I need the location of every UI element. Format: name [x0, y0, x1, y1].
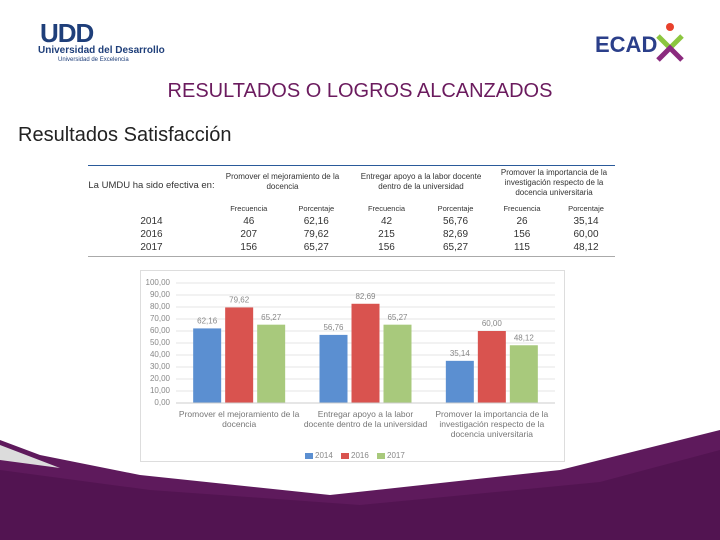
y-tick-label: 40,00	[150, 350, 171, 359]
table-group-header: Promover la importancia de la investigac…	[500, 168, 608, 197]
legend-swatch	[341, 453, 349, 459]
table-subheader: Porcentaje	[298, 204, 335, 213]
y-tick-label: 50,00	[150, 338, 171, 347]
y-tick-label: 70,00	[150, 314, 171, 323]
table-subheader: Frecuencia	[367, 204, 406, 213]
y-tick-label: 80,00	[150, 302, 171, 311]
table-cell: 60,00	[573, 229, 599, 240]
table-cell: 156	[240, 242, 258, 253]
x-tick-label: Promover la importancia de la investigac…	[435, 409, 549, 439]
logo-icon	[656, 23, 684, 62]
logo-left-name: Universidad del Desarrollo	[38, 45, 165, 56]
y-tick-label: 30,00	[150, 362, 171, 371]
table-subheader: Frecuencia	[230, 204, 268, 213]
data-label: 35,14	[450, 349, 471, 358]
legend-label: 2017	[387, 451, 405, 460]
x-tick-label: Promover el mejoramiento de la docencia	[178, 409, 300, 429]
table-cell: 62,16	[303, 216, 329, 227]
table-cell: 207	[240, 229, 258, 240]
table-subheader: Frecuencia	[503, 204, 541, 213]
data-label: 65,27	[387, 313, 408, 322]
logo-left-tagline: Universidad de Excelencia	[58, 57, 129, 63]
table-group-header: Promover el mejoramiento de la docencia	[225, 172, 340, 191]
title: RESULTADOS O LOGROS ALCANZADOS	[167, 80, 553, 102]
legend-swatch	[305, 453, 313, 459]
bar	[445, 360, 474, 403]
bar	[351, 303, 380, 403]
y-tick-label: 100,00	[146, 278, 171, 287]
legend-swatch	[377, 453, 385, 459]
table-cell: 156	[513, 229, 531, 240]
data-label: 48,12	[514, 333, 535, 342]
subtitle: Resultados Satisfacción	[18, 124, 232, 146]
table-group-header: Entregar apoyo a la labor docente dentro…	[360, 172, 482, 191]
bar	[225, 307, 254, 403]
table-cell: 42	[380, 216, 393, 227]
y-tick-label: 60,00	[150, 326, 171, 335]
table-cell: 2014	[140, 216, 163, 227]
table-cell: 2016	[140, 229, 163, 240]
table-cell: 215	[378, 229, 395, 240]
table-cell: 156	[378, 242, 395, 253]
table-cell: 115	[514, 242, 530, 253]
table-cell: 79,62	[303, 229, 329, 240]
data-label: 65,27	[261, 313, 282, 322]
y-tick-label: 0,00	[154, 398, 170, 407]
logo-right: ECAD	[595, 32, 658, 57]
data-label: 60,00	[482, 319, 503, 328]
bar	[193, 328, 222, 403]
y-tick-label: 10,00	[150, 386, 171, 395]
table-cell: 48,12	[573, 242, 599, 253]
table-cell: 56,76	[442, 216, 469, 227]
data-label: 62,16	[197, 317, 218, 326]
table-cell: 26	[516, 216, 528, 227]
bar	[257, 324, 286, 403]
table-subheader: Porcentaje	[568, 204, 604, 213]
table-bottom-rule	[88, 256, 615, 257]
table-cell: 35,14	[573, 216, 599, 227]
table-cell: 65,27	[303, 242, 329, 253]
data-label: 56,76	[323, 323, 344, 332]
chart-frame	[140, 270, 565, 462]
bar	[477, 331, 506, 403]
bar	[509, 345, 538, 403]
y-tick-label: 90,00	[150, 290, 171, 299]
table-cell: 2017	[140, 242, 163, 253]
data-label: 82,69	[355, 292, 376, 301]
legend-label: 2014	[315, 451, 333, 460]
legend-label: 2016	[351, 451, 369, 460]
table-cell: 82,69	[442, 229, 469, 240]
table-cell: 65,27	[442, 242, 469, 253]
data-label: 79,62	[229, 296, 250, 305]
table-corner: La UMDU ha sido efectiva en:	[88, 180, 215, 191]
bar	[319, 334, 348, 403]
x-tick-label: Entregar apoyo a la labor docente dentro…	[303, 409, 428, 429]
logo-left: UDD	[40, 18, 94, 48]
bar	[383, 324, 412, 403]
y-tick-label: 20,00	[150, 374, 171, 383]
table-cell: 46	[243, 216, 255, 227]
table-subheader: Porcentaje	[437, 204, 474, 213]
table-top-rule	[88, 165, 615, 166]
